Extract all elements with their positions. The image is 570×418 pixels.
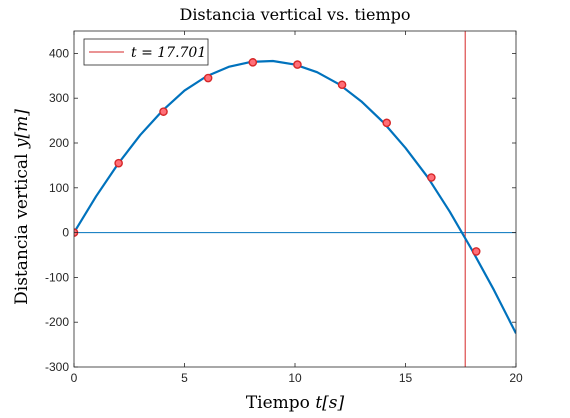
chart-title: Distancia vertical vs. tiempo (179, 5, 410, 24)
data-point (382, 118, 392, 128)
plot-background (74, 31, 516, 367)
data-point (248, 58, 258, 67)
y-tick-label: 400 (49, 46, 69, 60)
plot-area: 0 5 10 15 20 -300 -200 -100 0 100 200 300 400 t = 17.… (45, 30, 523, 385)
data-point (293, 60, 302, 69)
y-axis-label: Distancia vertical y[m] (12, 109, 32, 305)
x-axis-label: Tiempo t[s] (246, 393, 345, 413)
x-tick-label: 20 (509, 371, 523, 385)
data-point (203, 73, 213, 83)
data-point (471, 247, 481, 256)
y-axis-label-text: Distancia vertical (12, 154, 32, 305)
x-tick-label: 15 (399, 371, 413, 385)
y-tick-label: 100 (49, 181, 69, 195)
legend: t = 17.701 (83, 38, 209, 66)
y-tick-label: -300 (45, 360, 69, 374)
y-tick-label: 200 (49, 136, 69, 150)
y-tick-label: 300 (49, 91, 69, 105)
y-tick-label: 0 (62, 226, 69, 240)
legend-label: t = 17.701 (131, 45, 206, 61)
x-tick-label: 10 (288, 371, 302, 385)
y-axis-label-math: y[m] (12, 109, 32, 149)
x-axis-label-text: Tiempo (246, 393, 310, 413)
data-point (427, 173, 436, 182)
y-tick-label: -100 (45, 270, 69, 284)
data-point (114, 158, 123, 168)
data-point (337, 80, 347, 90)
x-tick-label: 0 (71, 371, 78, 385)
data-point (159, 107, 168, 116)
x-tick-label: 5 (181, 371, 188, 385)
y-tick-label: -200 (45, 315, 69, 329)
x-axis-label-math: t[s] (315, 393, 344, 413)
